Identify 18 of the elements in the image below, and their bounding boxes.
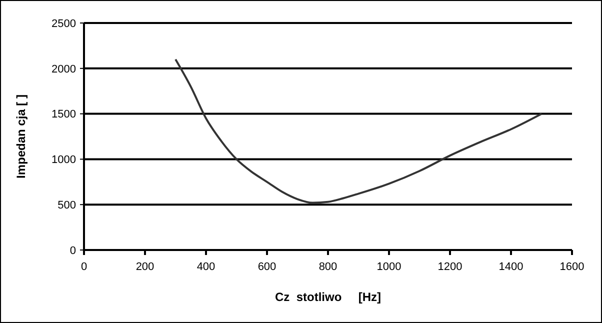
- x-tick-label: 600: [258, 261, 276, 273]
- y-tick-label: 0: [70, 244, 76, 257]
- y-tick-label: 1500: [52, 108, 76, 121]
- x-tick-label: 200: [136, 261, 154, 273]
- y-tick-label: 2000: [52, 63, 76, 76]
- x-tick-label: 400: [196, 261, 216, 273]
- x-tick-label: 0: [80, 261, 88, 273]
- x-tick-label: 1000: [376, 261, 402, 273]
- x-tick-label: 1600: [560, 261, 584, 273]
- x-tick-label: 800: [318, 261, 338, 273]
- x-tick-label: 1200: [438, 261, 462, 273]
- y-axis-title: Impedan cja [ ]: [14, 94, 28, 179]
- y-tick-label: 500: [58, 199, 76, 212]
- x-axis-title: Cz stotliwo [Hz]: [275, 290, 381, 304]
- y-tick-label: 1000: [52, 154, 76, 166]
- line-series: [174, 58, 542, 204]
- y-tick-label: 2500: [52, 18, 76, 30]
- x-tick-label: 1400: [498, 261, 524, 273]
